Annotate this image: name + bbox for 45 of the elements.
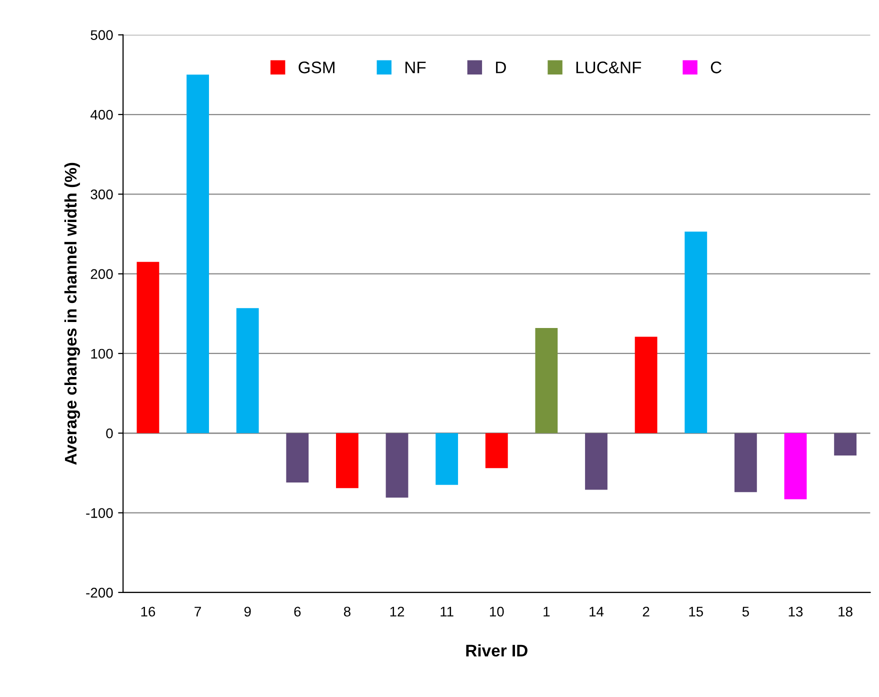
y-tick-label: 400 <box>90 110 113 120</box>
bar <box>684 232 708 434</box>
x-tick-label: 18 <box>838 606 852 617</box>
x-tick-label: 9 <box>244 606 251 617</box>
y-tick-label: 300 <box>90 190 113 200</box>
x-tick-label: 15 <box>689 606 704 617</box>
x-tick-label: 12 <box>390 606 404 616</box>
y-tick-label: 200 <box>90 269 113 279</box>
x-tick-label: 13 <box>788 606 803 617</box>
bar <box>734 433 757 492</box>
y-tick-label: 100 <box>91 348 113 359</box>
bar <box>436 433 458 485</box>
y-tick-label: -200 <box>86 588 113 598</box>
bar <box>535 328 558 434</box>
x-tick-label: 10 <box>490 606 504 617</box>
bar <box>485 433 508 468</box>
y-tick-label: -100 <box>86 508 113 518</box>
bar <box>186 74 209 434</box>
bar <box>634 336 658 434</box>
y-axis-title: Average changes in channel width (%) <box>64 162 80 465</box>
legend-label: NF <box>406 62 426 74</box>
legend-label: C <box>710 62 722 74</box>
legend-label: GSM <box>298 62 334 74</box>
bar <box>236 308 259 434</box>
x-tick-label: 5 <box>742 606 749 617</box>
bar <box>784 433 807 500</box>
bar <box>286 433 309 483</box>
x-tick-label: 6 <box>294 606 301 617</box>
legend-label: LUC&NF <box>576 62 642 74</box>
x-tick-label: 7 <box>194 606 201 616</box>
x-tick-label: 16 <box>141 606 156 617</box>
x-tick-label: 1 <box>544 606 550 616</box>
bar <box>386 433 408 498</box>
bar <box>834 433 857 456</box>
x-tick-label: 2 <box>642 606 650 616</box>
y-tick-label: 500 <box>90 30 113 40</box>
x-tick-label: 8 <box>344 606 350 617</box>
bar <box>585 433 608 490</box>
bar <box>136 262 160 434</box>
x-axis-title: River ID <box>466 644 528 657</box>
bar <box>336 433 358 488</box>
y-tick-label: 0 <box>106 428 113 438</box>
x-tick-label: 11 <box>440 606 454 616</box>
x-tick-label: 14 <box>590 606 604 616</box>
legend-label: D <box>496 62 506 74</box>
